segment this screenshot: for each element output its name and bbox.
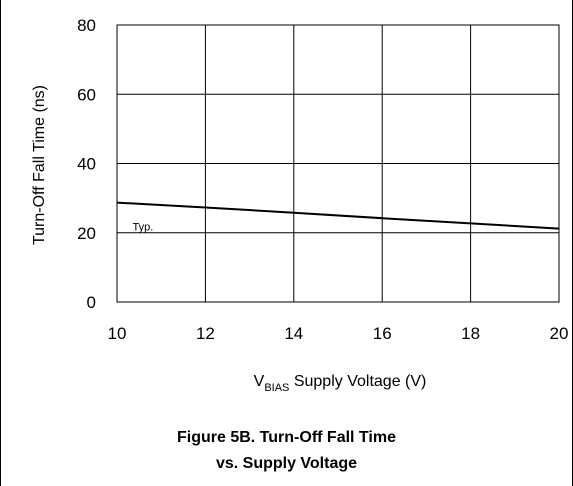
x-tick-label-16: 16 <box>373 324 392 343</box>
y-tick-label-40: 40 <box>77 155 96 174</box>
grid <box>116 24 560 303</box>
y-tick-label-20: 20 <box>77 224 96 243</box>
figure-caption-line-1: Figure 5B. Turn-Off Fall Time <box>177 429 396 446</box>
x-axis-title-subscript: BIAS <box>264 382 289 394</box>
y-axis-ticks: 0 20 40 60 80 <box>77 16 96 312</box>
x-tick-label-12: 12 <box>196 324 215 343</box>
x-axis-title: VBIAS Supply Voltage (V) <box>254 373 427 394</box>
annotation-0: Typ. <box>132 222 153 234</box>
x-tick-label-14: 14 <box>284 324 303 343</box>
annotations: Typ. <box>132 222 153 234</box>
y-tick-label-80: 80 <box>77 16 96 35</box>
y-axis-title: Turn-Off Fall Time (ns) <box>31 85 48 245</box>
x-tick-label-18: 18 <box>461 324 480 343</box>
series-layer <box>116 201 560 230</box>
x-axis-title-suffix: Supply Voltage (V) <box>289 373 426 390</box>
y-tick-label-0: 0 <box>87 293 96 312</box>
figure-caption-line-2: vs. Supply Voltage <box>215 455 358 472</box>
x-tick-label-20: 20 <box>550 324 569 343</box>
plot-frame <box>116 24 560 303</box>
x-axis-ticks: 10 12 14 16 18 20 <box>108 324 569 343</box>
y-tick-label-60: 60 <box>77 85 96 104</box>
x-axis-title-prefix: V <box>254 373 265 390</box>
x-tick-label-10: 10 <box>108 324 127 343</box>
series-line-0 <box>116 201 560 230</box>
